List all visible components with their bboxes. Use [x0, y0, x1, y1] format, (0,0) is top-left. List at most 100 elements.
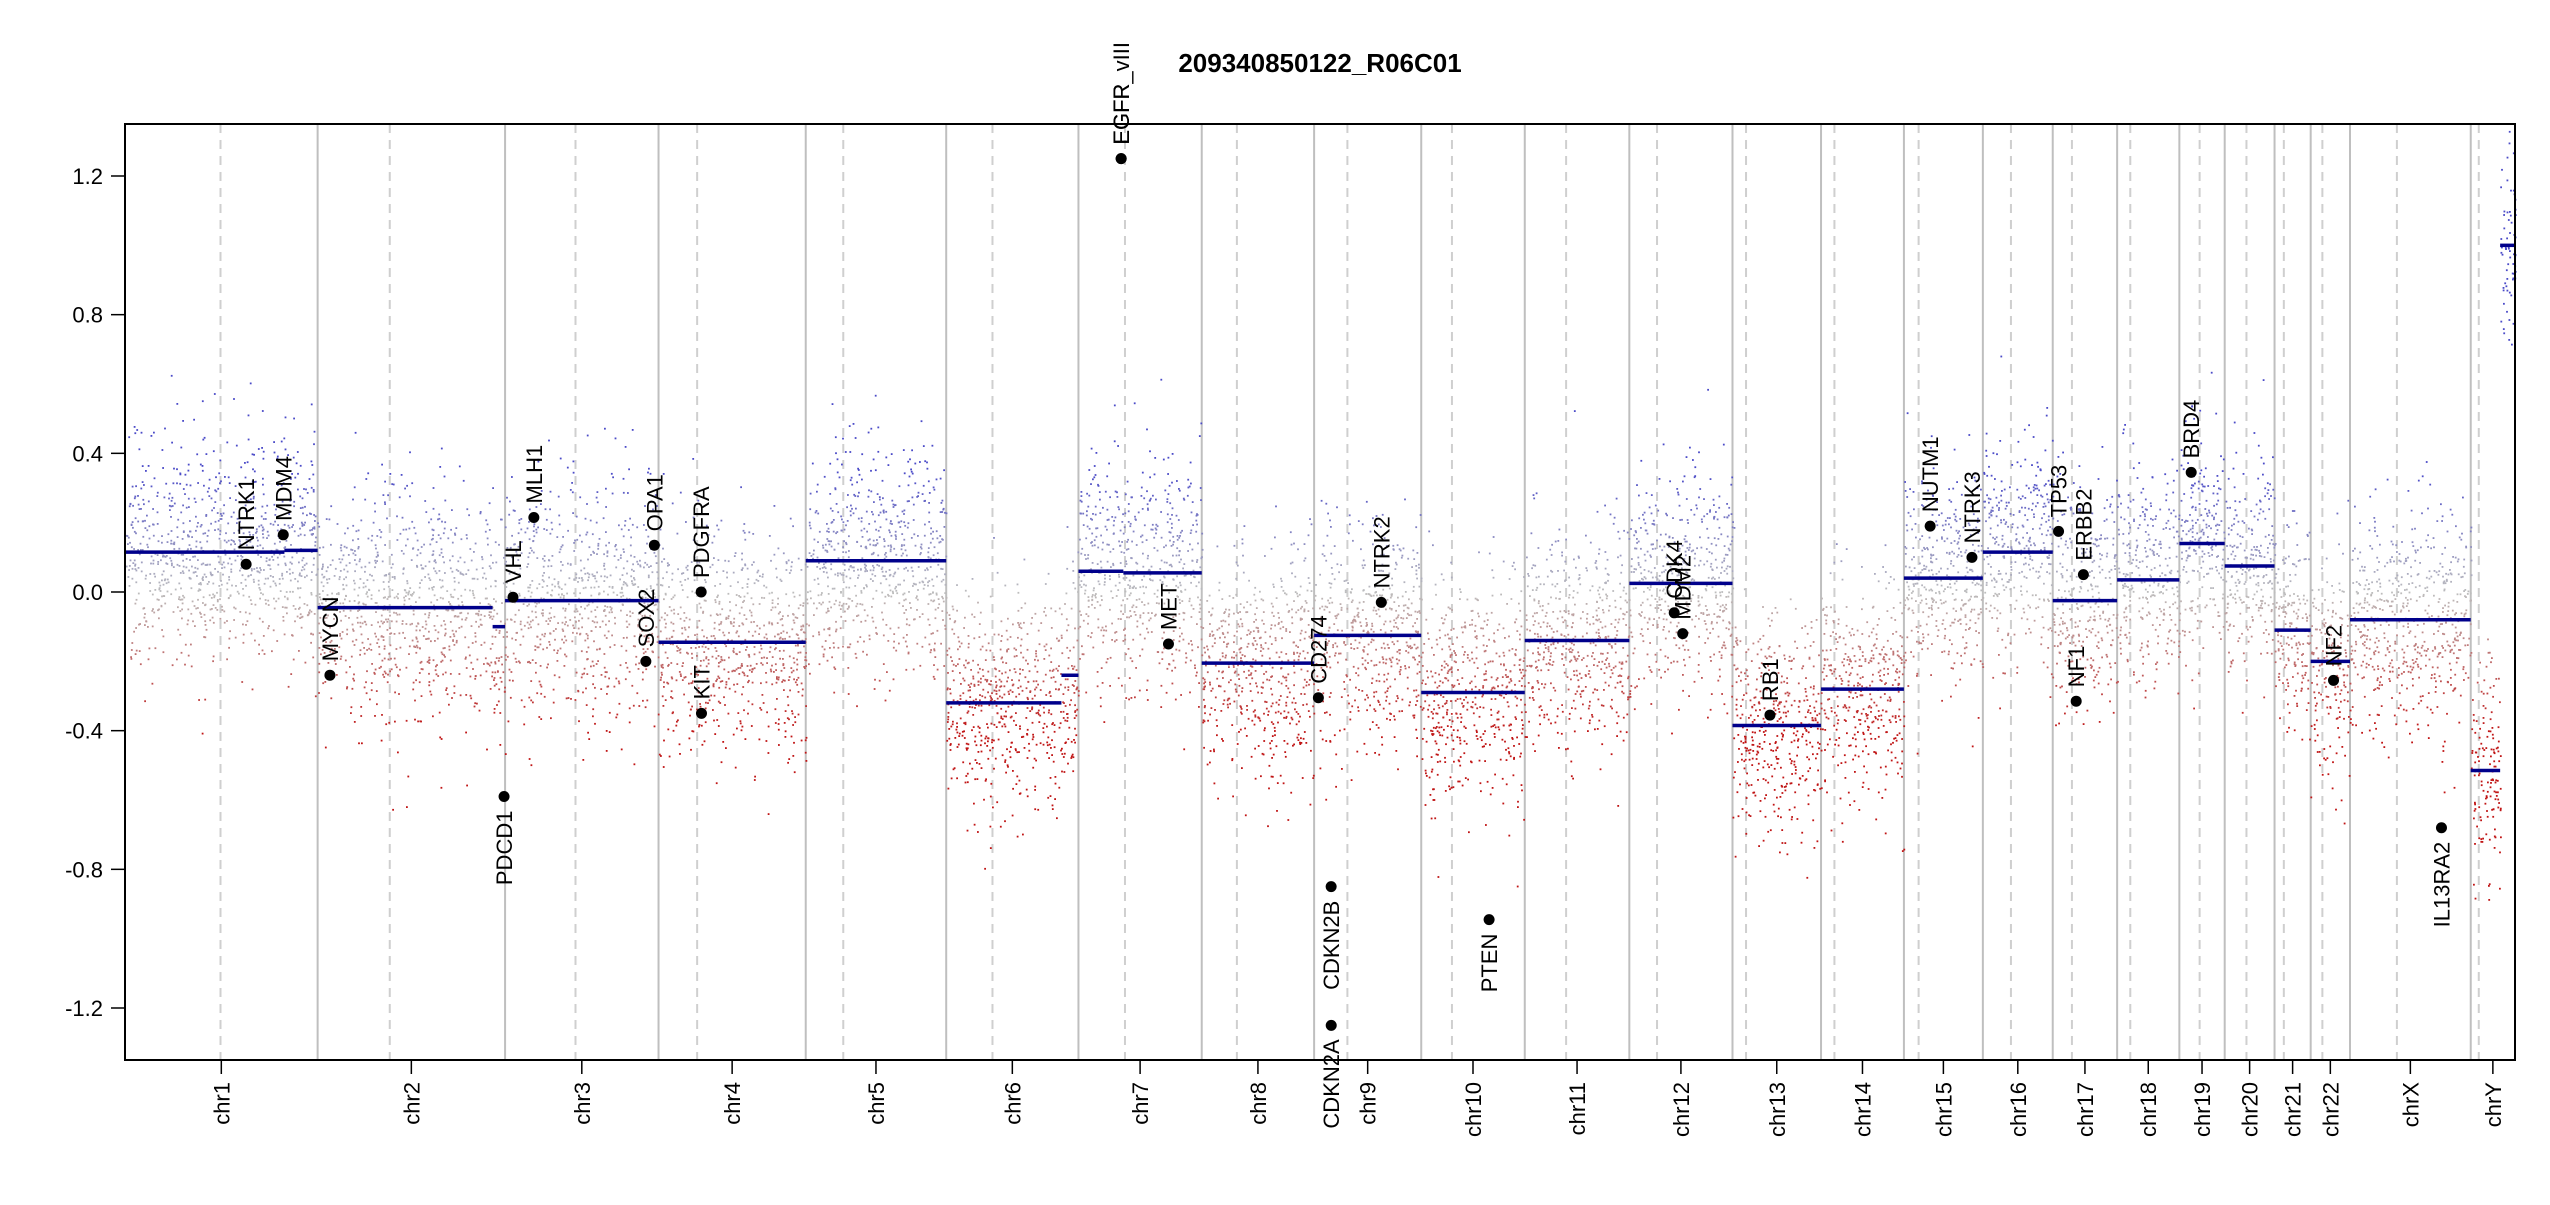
probe-point: [1051, 739, 1053, 741]
probe-point: [594, 621, 596, 623]
probe-point: [142, 481, 144, 483]
probe-point: [677, 647, 679, 649]
probe-point: [1199, 566, 1201, 568]
probe-point: [188, 506, 190, 508]
probe-point: [876, 539, 878, 541]
probe-point: [1109, 575, 1111, 577]
probe-point: [545, 620, 547, 622]
probe-point: [557, 622, 559, 624]
probe-point: [171, 500, 173, 502]
probe-point: [548, 577, 550, 579]
probe-point: [526, 566, 528, 568]
probe-point: [485, 578, 487, 580]
probe-point: [282, 606, 284, 608]
probe-point: [1012, 691, 1014, 693]
probe-point: [880, 504, 882, 506]
probe-point: [987, 758, 989, 760]
probe-point: [563, 642, 565, 644]
probe-point: [827, 660, 829, 662]
probe-point: [231, 563, 233, 565]
probe-point: [369, 699, 371, 701]
probe-point: [729, 610, 731, 612]
probe-point: [573, 550, 575, 552]
probe-point: [339, 576, 341, 578]
probe-point: [296, 552, 298, 554]
probe-point: [733, 618, 735, 620]
probe-point: [1161, 685, 1163, 687]
probe-point: [391, 567, 393, 569]
probe-point: [839, 602, 841, 604]
probe-point: [404, 488, 406, 490]
probe-point: [933, 664, 935, 666]
probe-point: [1081, 501, 1083, 503]
probe-point: [508, 721, 510, 723]
probe-point: [169, 557, 171, 559]
probe-point: [875, 469, 877, 471]
probe-point: [718, 666, 720, 668]
probe-point: [924, 460, 926, 462]
probe-point: [807, 591, 809, 593]
probe-point: [474, 702, 476, 704]
probe-point: [853, 619, 855, 621]
probe-point: [903, 544, 905, 546]
probe-point: [425, 621, 427, 623]
probe-point: [353, 553, 355, 555]
probe-point: [247, 620, 249, 622]
probe-point: [612, 587, 614, 589]
probe-point: [600, 688, 602, 690]
probe-point: [564, 636, 566, 638]
probe-point: [835, 631, 837, 633]
probe-point: [527, 528, 529, 530]
probe-point: [1061, 613, 1063, 615]
probe-point: [433, 659, 435, 661]
probe-point: [1063, 711, 1065, 713]
probe-point: [822, 567, 824, 569]
probe-point: [849, 451, 851, 453]
probe-point: [746, 646, 748, 648]
probe-point: [511, 638, 513, 640]
probe-point: [548, 559, 550, 561]
probe-point: [944, 573, 946, 575]
probe-point: [898, 602, 900, 604]
probe-point: [1155, 533, 1157, 535]
probe-point: [484, 573, 486, 575]
probe-point: [1133, 605, 1135, 607]
probe-point: [215, 491, 217, 493]
probe-point: [1040, 689, 1042, 691]
probe-point: [349, 666, 351, 668]
probe-point: [596, 522, 598, 524]
probe-point: [1088, 600, 1090, 602]
probe-point: [1154, 547, 1156, 549]
probe-point: [149, 648, 151, 650]
probe-point: [606, 750, 608, 752]
probe-point: [406, 580, 408, 582]
probe-point: [791, 710, 793, 712]
probe-point: [937, 607, 939, 609]
probe-point: [924, 500, 926, 502]
probe-point: [210, 523, 212, 525]
probe-point: [355, 554, 357, 556]
probe-point: [1008, 706, 1010, 708]
probe-point: [298, 535, 300, 537]
probe-point: [131, 524, 133, 526]
probe-point: [942, 619, 944, 621]
probe-point: [1053, 676, 1055, 678]
probe-point: [986, 681, 988, 683]
probe-point: [798, 607, 800, 609]
probe-point: [798, 714, 800, 716]
probe-point: [1043, 681, 1045, 683]
probe-point: [796, 679, 798, 681]
probe-point: [915, 545, 917, 547]
probe-point: [182, 505, 184, 507]
probe-point: [1183, 619, 1185, 621]
probe-point: [957, 746, 959, 748]
probe-point: [558, 515, 560, 517]
probe-point: [928, 557, 930, 559]
probe-point: [179, 610, 181, 612]
probe-point: [1036, 744, 1038, 746]
probe-point: [888, 545, 890, 547]
probe-point: [352, 539, 354, 541]
probe-point: [360, 706, 362, 708]
probe-point: [985, 659, 987, 661]
probe-point: [176, 468, 178, 470]
